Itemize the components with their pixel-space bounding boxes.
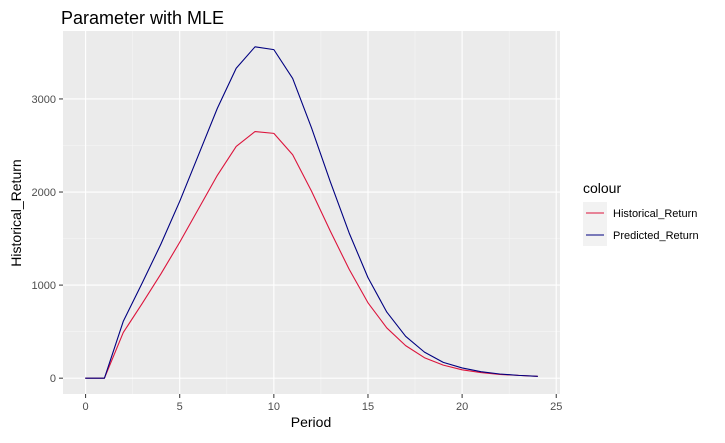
legend-title: colour xyxy=(583,180,621,196)
x-tick-label: 5 xyxy=(177,401,183,413)
legend-label: Predicted_Return xyxy=(613,230,699,242)
x-axis-ticks: 0 5 10 15 20 25 xyxy=(83,394,562,413)
legend-items: Historical_Return Predicted_Return xyxy=(583,202,699,246)
legend-label: Historical_Return xyxy=(613,208,697,220)
series-line-historical-return xyxy=(85,130,538,379)
y-tick-label: 2000 xyxy=(32,187,56,199)
y-axis-title: Historical_Return xyxy=(8,159,24,266)
series-lines xyxy=(85,46,538,379)
x-tick-label: 10 xyxy=(268,401,280,413)
legend: colour Historical_Return Predicted_Return xyxy=(583,180,699,246)
y-tick-label: 3000 xyxy=(32,94,56,106)
x-tick-label: 25 xyxy=(550,401,562,413)
chart-title: Parameter with MLE xyxy=(61,8,224,28)
legend-item: Historical_Return xyxy=(583,202,697,224)
plot-background xyxy=(63,31,560,394)
y-tick-label: 0 xyxy=(50,373,56,385)
y-axis-ticks: 0 1000 2000 3000 xyxy=(32,94,63,385)
y-tick-label: 1000 xyxy=(32,280,56,292)
x-axis-title: Period xyxy=(291,414,331,430)
x-tick-label: 20 xyxy=(456,401,468,413)
series-line-predicted-return xyxy=(85,46,538,379)
minor-gridlines xyxy=(63,31,560,394)
x-tick-label: 0 xyxy=(83,401,89,413)
legend-item: Predicted_Return xyxy=(583,224,699,246)
x-tick-label: 15 xyxy=(362,401,374,413)
